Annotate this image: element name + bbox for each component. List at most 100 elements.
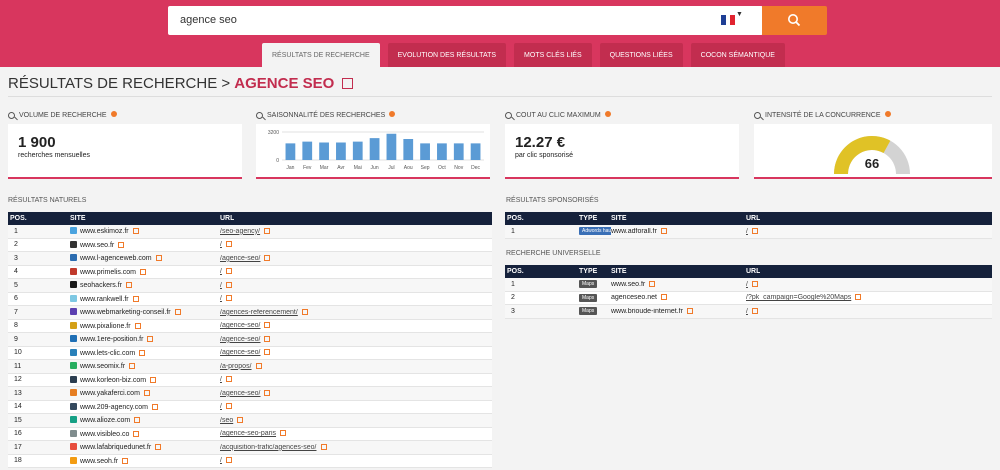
external-link-icon[interactable] — [264, 254, 271, 261]
url-link[interactable]: / — [220, 241, 222, 249]
season-bar[interactable] — [470, 143, 481, 160]
url-link[interactable]: /agences-referencement/ — [220, 308, 298, 316]
url-link[interactable]: /agence-seo-paris — [220, 430, 277, 438]
season-bar[interactable] — [336, 142, 346, 161]
site-link[interactable]: www.seo.fr — [80, 241, 115, 249]
tab-resultats[interactable]: Résultats de recherche — [262, 43, 380, 67]
site-link[interactable]: www.l-agenceweb.com — [80, 255, 152, 263]
site-link[interactable]: www.alioze.com — [80, 417, 131, 425]
tab-evolution[interactable]: Evolution des résultats — [387, 43, 507, 67]
url-link[interactable]: / — [220, 457, 222, 465]
external-link-icon[interactable] — [855, 294, 862, 301]
external-link-icon[interactable] — [139, 349, 146, 356]
url-link[interactable]: /seo — [220, 416, 234, 424]
url-link[interactable]: /agence-seo/ — [220, 254, 261, 262]
external-link-icon[interactable] — [320, 443, 327, 450]
external-link-icon[interactable] — [264, 389, 271, 396]
url-link[interactable]: / — [220, 295, 222, 303]
site-link[interactable]: www.adforall.fr — [611, 227, 657, 235]
season-bar[interactable] — [453, 143, 464, 160]
external-link-icon[interactable] — [751, 307, 758, 314]
season-bar[interactable] — [437, 143, 447, 160]
external-link-icon[interactable] — [225, 403, 232, 410]
external-link-icon[interactable] — [225, 376, 232, 383]
info-icon[interactable] — [884, 110, 891, 117]
external-link-icon[interactable] — [174, 309, 181, 316]
url-link[interactable]: /agence-seo/ — [220, 322, 261, 330]
external-link-icon[interactable] — [132, 228, 139, 235]
site-link[interactable]: www.seo.fr — [611, 280, 646, 288]
site-link[interactable]: www.eskimoz.fr — [80, 228, 129, 236]
url-link[interactable]: / — [746, 227, 748, 235]
season-bar[interactable] — [386, 133, 397, 160]
site-link[interactable]: www.lafabriquedunet.fr — [80, 444, 152, 452]
search-input[interactable]: agence seo — [180, 14, 237, 26]
site-link[interactable]: seohackers.fr — [80, 282, 123, 290]
external-link-icon[interactable] — [686, 307, 693, 314]
url-link[interactable]: /agence-seo/ — [220, 335, 261, 343]
external-link-icon[interactable] — [660, 294, 667, 301]
external-link-icon[interactable] — [134, 322, 141, 329]
external-link-icon[interactable] — [147, 336, 154, 343]
site-link[interactable]: www.seomix.fr — [80, 363, 126, 371]
external-link-icon[interactable] — [301, 308, 308, 315]
site-link[interactable]: www.pixalione.fr — [80, 322, 131, 330]
external-link-icon[interactable] — [151, 403, 158, 410]
external-link-icon[interactable] — [133, 430, 140, 437]
external-link-icon[interactable] — [280, 430, 287, 437]
url-link[interactable]: /a-propos/ — [220, 362, 252, 370]
url-link[interactable]: / — [220, 268, 222, 276]
url-link[interactable]: / — [220, 281, 222, 289]
external-link-icon[interactable] — [118, 241, 125, 248]
external-link-icon[interactable] — [150, 376, 157, 383]
tab-questions[interactable]: Questions liées — [599, 43, 683, 67]
info-icon[interactable] — [604, 110, 611, 117]
external-link-icon[interactable] — [225, 295, 232, 302]
url-link[interactable]: / — [746, 280, 748, 288]
season-bar[interactable] — [302, 141, 313, 160]
site-link[interactable]: www.lets-clic.com — [80, 349, 136, 357]
url-link[interactable]: / — [220, 376, 222, 384]
site-link[interactable]: www.209-agency.com — [80, 403, 148, 411]
external-link-icon[interactable] — [341, 78, 353, 89]
season-bar[interactable] — [352, 141, 363, 160]
external-link-icon[interactable] — [225, 241, 232, 248]
external-link-icon[interactable] — [264, 227, 271, 234]
external-link-icon[interactable] — [126, 282, 133, 289]
tab-cocon[interactable]: Cocon sémantique — [690, 43, 785, 67]
external-link-icon[interactable] — [225, 457, 232, 464]
site-link[interactable]: www.seoh.fr — [80, 457, 119, 465]
season-bar[interactable] — [319, 142, 329, 161]
external-link-icon[interactable] — [751, 227, 758, 234]
url-link[interactable]: / — [220, 403, 222, 411]
external-link-icon[interactable] — [129, 363, 136, 370]
url-link[interactable]: /agence-seo/ — [220, 389, 261, 397]
external-link-icon[interactable] — [660, 227, 667, 234]
site-link[interactable]: agenceseo.net — [611, 294, 657, 302]
external-link-icon[interactable] — [132, 295, 139, 302]
site-link[interactable]: www.visibleo.co — [80, 430, 130, 438]
tab-mots-cles[interactable]: Mots clés liés — [514, 43, 592, 67]
site-link[interactable]: www.korleon-biz.com — [80, 376, 147, 384]
site-link[interactable]: www.1ere-position.fr — [80, 336, 144, 344]
external-link-icon[interactable] — [264, 335, 271, 342]
external-link-icon[interactable] — [264, 349, 271, 356]
season-bar[interactable] — [420, 143, 430, 160]
chevron-down-icon[interactable]: ▼ — [736, 11, 743, 18]
site-link[interactable]: www.primelis.com — [80, 268, 137, 276]
external-link-icon[interactable] — [140, 268, 147, 275]
external-link-icon[interactable] — [237, 416, 244, 423]
season-bar[interactable] — [285, 143, 296, 160]
external-link-icon[interactable] — [122, 457, 129, 464]
site-link[interactable]: www.brioude-internet.fr — [611, 307, 683, 315]
external-link-icon[interactable] — [649, 280, 656, 287]
search-box[interactable]: agence seo ▼ — [168, 6, 763, 35]
external-link-icon[interactable] — [264, 322, 271, 329]
url-link[interactable]: /agence-seo/ — [220, 349, 261, 357]
season-bar[interactable] — [403, 139, 414, 160]
season-bar[interactable] — [369, 138, 380, 160]
info-icon[interactable] — [389, 110, 396, 117]
site-link[interactable]: www.webmarketing-conseil.fr — [80, 309, 171, 317]
external-link-icon[interactable] — [155, 444, 162, 451]
external-link-icon[interactable] — [225, 268, 232, 275]
